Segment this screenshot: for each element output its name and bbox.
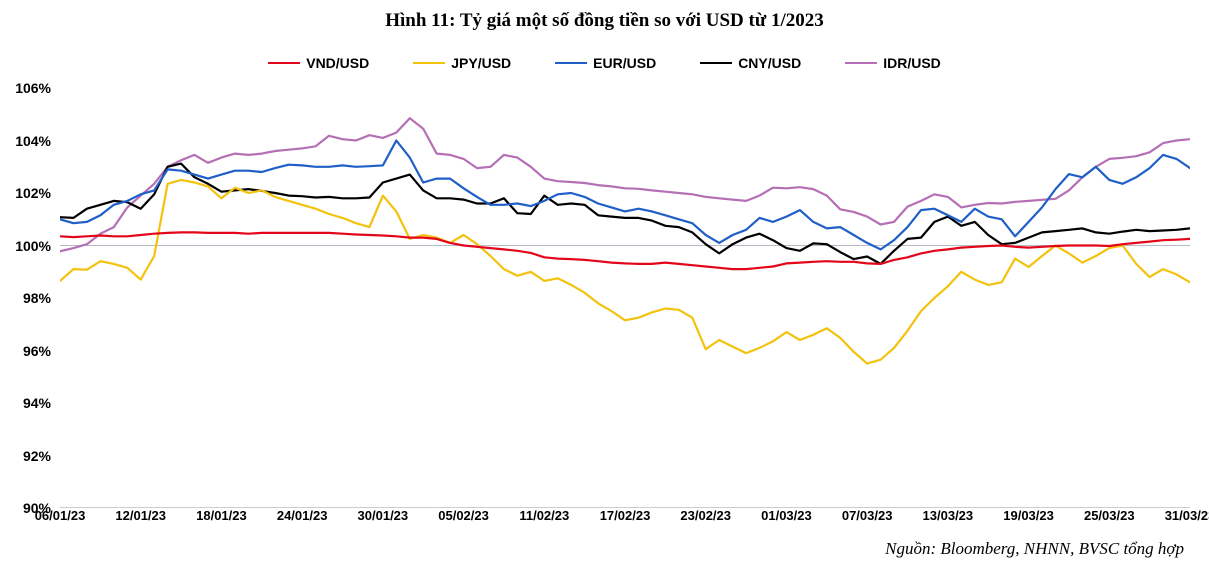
legend-swatch: [700, 62, 732, 64]
legend-item: EUR/USD: [555, 55, 656, 71]
x-tick-label: 23/02/23: [680, 508, 731, 523]
legend: VND/USD JPY/USD EUR/USD CNY/USD IDR/USD: [0, 55, 1209, 71]
y-tick-label: 106%: [15, 80, 51, 96]
x-tick-label: 07/03/23: [842, 508, 893, 523]
chart-title: Hình 11: Tỷ giá một số đồng tiền so với …: [0, 10, 1209, 32]
plot-area: [60, 88, 1190, 508]
series-line: [60, 232, 1190, 269]
source-note: Nguồn: Bloomberg, NHNN, BVSC tổng hợp: [885, 539, 1184, 559]
legend-swatch: [555, 62, 587, 64]
legend-swatch: [413, 62, 445, 64]
x-tick-label: 19/03/23: [1003, 508, 1054, 523]
legend-label: CNY/USD: [738, 55, 801, 71]
y-tick-label: 102%: [15, 185, 51, 201]
y-tick-label: 92%: [23, 448, 51, 464]
legend-label: JPY/USD: [451, 55, 511, 71]
x-tick-label: 01/03/23: [761, 508, 812, 523]
y-tick-label: 104%: [15, 133, 51, 149]
x-tick-label: 12/01/23: [115, 508, 166, 523]
x-tick-label: 25/03/23: [1084, 508, 1135, 523]
series-line: [60, 164, 1190, 264]
x-tick-label: 06/01/23: [35, 508, 86, 523]
legend-item: IDR/USD: [845, 55, 941, 71]
y-tick-label: 96%: [23, 343, 51, 359]
series-line: [60, 180, 1190, 364]
legend-item: JPY/USD: [413, 55, 511, 71]
legend-label: IDR/USD: [883, 55, 941, 71]
legend-swatch: [268, 62, 300, 64]
exchange-rate-chart: Hình 11: Tỷ giá một số đồng tiền so với …: [0, 0, 1209, 569]
x-tick-label: 24/01/23: [277, 508, 328, 523]
legend-item: VND/USD: [268, 55, 369, 71]
x-tick-label: 17/02/23: [600, 508, 651, 523]
y-axis: 90%92%94%96%98%100%102%104%106%: [0, 88, 55, 508]
legend-label: EUR/USD: [593, 55, 656, 71]
x-tick-label: 31/03/23: [1165, 508, 1209, 523]
y-tick-label: 94%: [23, 395, 51, 411]
y-tick-label: 98%: [23, 290, 51, 306]
x-tick-label: 18/01/23: [196, 508, 247, 523]
x-tick-label: 05/02/23: [438, 508, 489, 523]
legend-swatch: [845, 62, 877, 64]
y-tick-label: 100%: [15, 238, 51, 254]
legend-label: VND/USD: [306, 55, 369, 71]
legend-item: CNY/USD: [700, 55, 801, 71]
x-tick-label: 13/03/23: [923, 508, 974, 523]
x-tick-label: 11/02/23: [519, 508, 569, 523]
x-axis: 06/01/2312/01/2318/01/2324/01/2330/01/23…: [60, 508, 1190, 526]
x-tick-label: 30/01/23: [358, 508, 409, 523]
